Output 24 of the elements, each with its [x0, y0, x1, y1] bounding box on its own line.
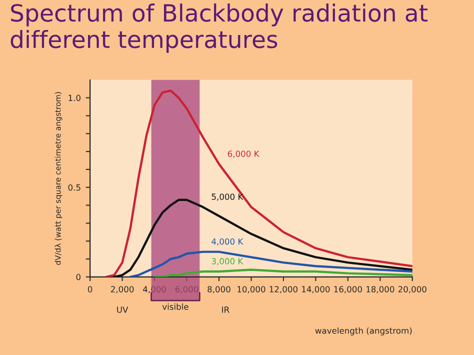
- x-tick-label: 18,000: [366, 286, 394, 294]
- series-label: 6,000 K: [228, 150, 260, 158]
- y-tick-label: 0.5: [68, 184, 80, 191]
- x-tick-label: 0: [88, 286, 92, 292]
- line-series: [129, 250, 412, 277]
- text: IR: [222, 306, 230, 313]
- x-tick-label: 2,000: [110, 286, 134, 294]
- series-label: 4,000 K: [212, 238, 244, 246]
- band-label: visible: [162, 303, 188, 310]
- x-tick-label: 20,000: [398, 286, 426, 294]
- x-tick-label: 14,000: [302, 286, 330, 294]
- x-tick-label: 16,000: [334, 286, 362, 294]
- chart-title: Spectrum of Blackbody radiation at different temperatures: [10, 4, 428, 53]
- series-label: 3,000 K: [212, 258, 244, 266]
- x-tick-label: 12,000: [270, 286, 298, 294]
- y-tick-label: 1.0: [68, 94, 80, 102]
- x-tick-label: 8,000: [208, 286, 230, 294]
- text: UV: [117, 306, 128, 313]
- y-tick-label: 0: [76, 274, 80, 280]
- x-tick-label: 10,000: [238, 286, 266, 294]
- line-series: [153, 268, 412, 277]
- x-axis-title: wavelength (angstrom): [315, 327, 412, 336]
- series-label: 5,000 K: [212, 194, 244, 201]
- line-series: [105, 90, 412, 277]
